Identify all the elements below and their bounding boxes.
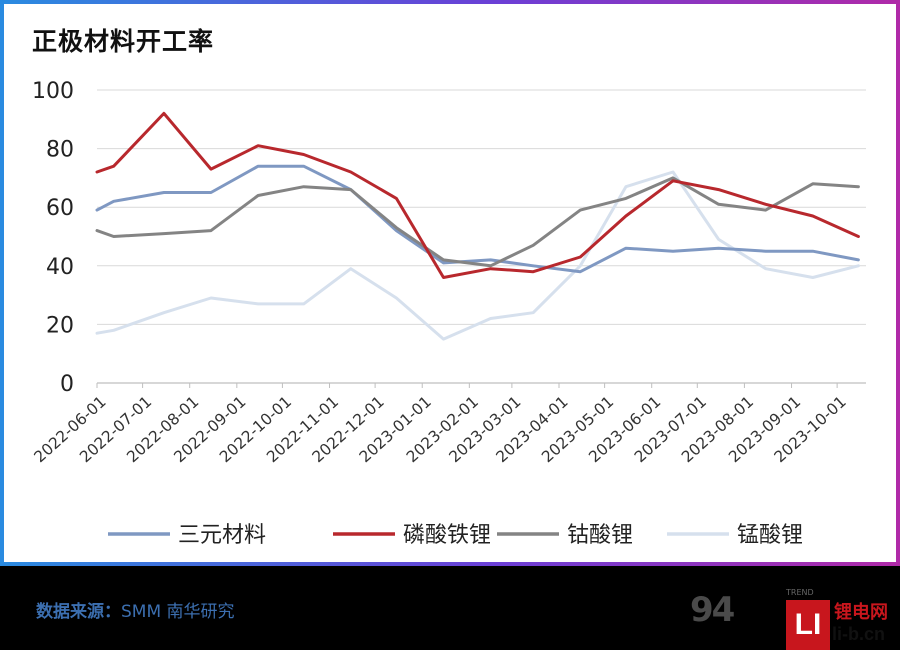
y-tick-label: 20 xyxy=(46,313,74,338)
y-tick-label: 0 xyxy=(60,372,74,397)
y-tick-label: 80 xyxy=(46,138,74,163)
footer: 数据来源：SMM 南华研究 94 TREND LI 锂电网 li-b.cn xyxy=(0,566,900,650)
libattery-logo-icon: LI xyxy=(786,600,830,650)
series-line-2 xyxy=(95,111,860,279)
logo-trend-text: TREND xyxy=(786,588,814,597)
series-line-4 xyxy=(95,170,860,341)
legend-label: 磷酸铁锂 xyxy=(403,523,491,548)
y-tick-label: 40 xyxy=(46,255,74,280)
legend-label: 锰酸锂 xyxy=(737,523,803,548)
legend-label: 三元材料 xyxy=(178,523,266,548)
y-tick-label: 60 xyxy=(46,196,74,221)
watermark-logos: 94 TREND LI 锂电网 li-b.cn xyxy=(690,576,900,650)
line-chart: 0204060801002022-06-012022-07-012022-08-… xyxy=(31,79,866,548)
series-line-3 xyxy=(95,176,860,268)
data-source-text: SMM 南华研究 xyxy=(121,602,235,622)
logo-94-mark: 94 xyxy=(690,590,735,630)
y-tick-label: 100 xyxy=(32,79,74,104)
data-source: 数据来源：SMM 南华研究 xyxy=(36,597,235,622)
gradient-frame xyxy=(0,0,900,566)
libattery-brand-url: li-b.cn xyxy=(832,624,885,644)
chart-panel xyxy=(4,4,896,562)
data-source-label: 数据来源： xyxy=(36,602,121,622)
page-title: 正极材料开工率 xyxy=(32,27,215,56)
legend-label: 钴酸锂 xyxy=(567,523,633,548)
libattery-brand-name: 锂电网 xyxy=(834,602,888,623)
